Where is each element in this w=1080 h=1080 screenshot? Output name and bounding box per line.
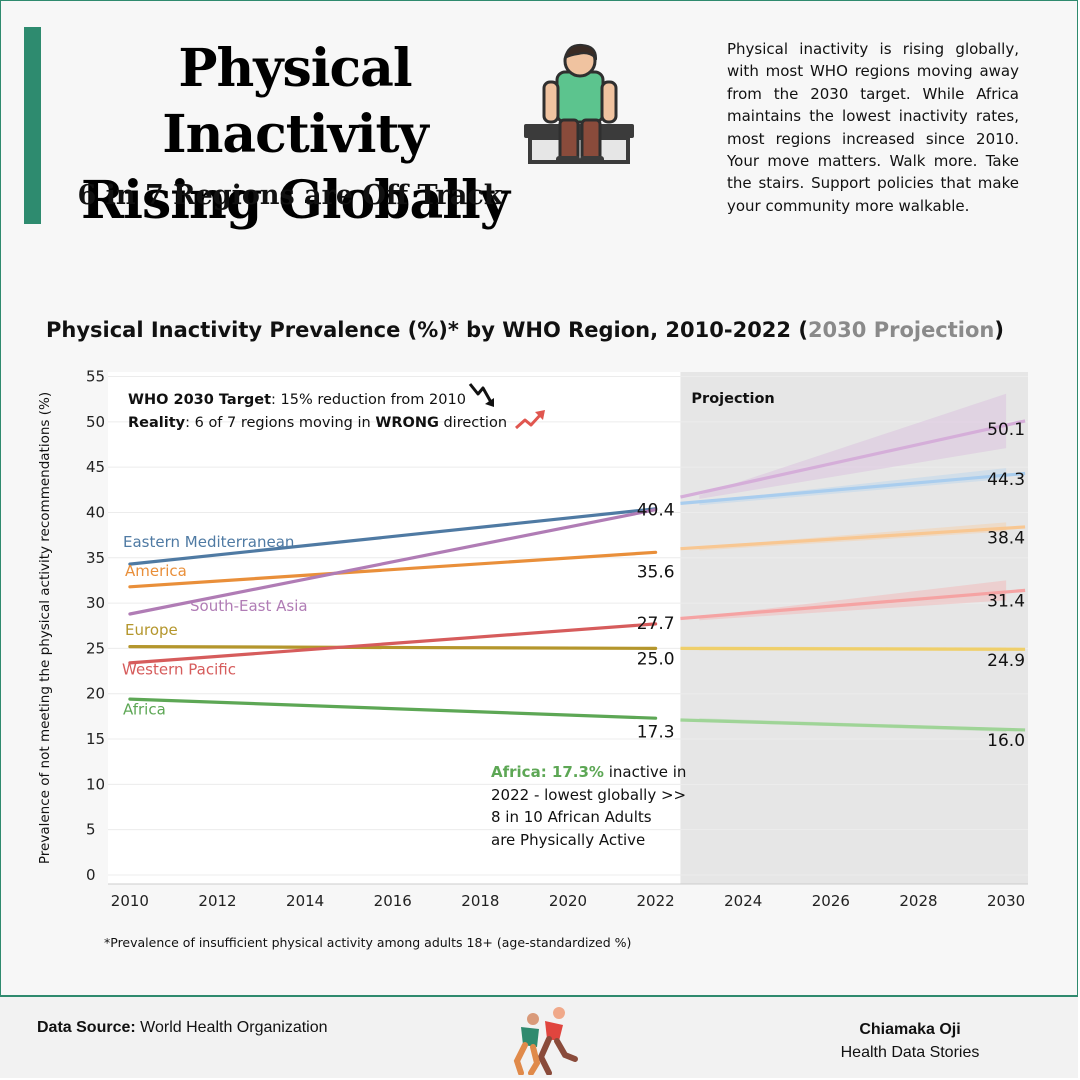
y-tick-label: 35: [86, 549, 105, 567]
y-tick-label: 40: [86, 503, 105, 521]
author-block: Chiamaka Oji Health Data Stories: [820, 1018, 1000, 1064]
x-tick-label: 2030: [987, 892, 1025, 910]
page-title: Physical Inactivity Rising Globally: [45, 36, 545, 234]
footer-divider: [0, 995, 1078, 997]
trend-down-icon: [468, 383, 494, 405]
series-label-europe: Europe: [125, 621, 178, 639]
x-tick-label: 2022: [637, 892, 675, 910]
author-org: Health Data Stories: [840, 1044, 980, 1061]
x-tick-label: 2010: [111, 892, 149, 910]
value-label-2022-western-pacific: 27.7: [637, 614, 675, 634]
value-label-2022-europe: 25.0: [637, 649, 675, 669]
value-label-2030-eastern-mediterranean: 44.3: [987, 470, 1025, 490]
annotation-target: WHO 2030 Target: 15% reduction from 2010: [128, 383, 494, 408]
series-label-africa: Africa: [123, 701, 166, 719]
value-label-2030-africa: 16.0: [987, 731, 1025, 751]
source-label: Data Source:: [37, 1019, 136, 1036]
y-tick-label: 15: [86, 730, 105, 748]
value-label-2030-europe: 24.9: [987, 651, 1025, 671]
y-tick-label: 5: [86, 821, 96, 839]
reality-wrong: WRONG: [375, 415, 439, 431]
projection-line-america: [680, 525, 1026, 551]
y-tick-label: 45: [86, 458, 105, 476]
target-rest: : 15% reduction from 2010: [271, 392, 466, 408]
y-tick-label: 25: [86, 639, 105, 657]
x-tick-label: 2026: [812, 892, 850, 910]
data-source: Data Source: World Health Organization: [37, 1019, 328, 1037]
series-line-western-pacific: [128, 622, 658, 665]
series-line-europe: [128, 645, 658, 650]
series-label-eastern-mediterranean: Eastern Mediterranean: [123, 533, 294, 551]
africa-l4: are Physically Active: [491, 831, 645, 849]
africa-bold: Africa: 17.3%: [491, 763, 604, 781]
value-label-2022-africa: 17.3: [637, 723, 675, 743]
africa-l3: 8 in 10 African Adults: [491, 808, 652, 826]
target-bold: WHO 2030 Target: [128, 392, 271, 408]
reality-mid: : 6 of 7 regions moving in: [185, 415, 375, 431]
x-tick-label: 2014: [286, 892, 324, 910]
chart-title-main: Physical Inactivity Prevalence (%)* by W…: [46, 318, 808, 342]
series-line-america: [128, 550, 658, 589]
projection-line-south-east-asia: [680, 419, 1026, 499]
person-sitting-icon: [524, 43, 634, 164]
annotation-africa: Africa: 17.3% inactive in 2022 - lowest …: [491, 763, 686, 849]
projection-line-europe: [680, 646, 1026, 651]
x-tick-label: 2016: [374, 892, 412, 910]
footnote: *Prevalence of insufficient physical act…: [104, 935, 632, 950]
title-line-2: Rising Globally: [81, 170, 510, 231]
africa-l1: inactive in: [604, 763, 686, 781]
value-label-2030-america: 38.4: [987, 529, 1025, 549]
y-axis-label: Prevalence of not meeting the physical a…: [37, 392, 53, 864]
y-tick-label: 50: [86, 413, 105, 431]
value-label-2030-south-east-asia: 50.1: [987, 420, 1025, 440]
projection-line-eastern-mediterranean: [680, 471, 1026, 505]
series-label-america: America: [125, 562, 187, 580]
chart-title-close: ): [994, 318, 1004, 342]
page-subtitle: 6 in 7 Regions are Off Track: [77, 180, 503, 211]
projection-label: Projection: [691, 391, 774, 407]
y-tick-label: 0: [86, 866, 96, 884]
series-line-africa: [128, 697, 658, 720]
svg-text:WHO 2030 Target: 15% reduction: WHO 2030 Target: 15% reduction from 2010: [128, 392, 466, 408]
value-label-2022-eastern-mediterranean: 40.4: [637, 501, 675, 521]
series-label-south-east-asia: South-East Asia: [190, 597, 308, 615]
series-line-south-east-asia: [128, 508, 658, 616]
x-tick-label: 2012: [198, 892, 236, 910]
chart-title: Physical Inactivity Prevalence (%)* by W…: [0, 318, 1050, 342]
title-accent-bar: [24, 27, 41, 224]
value-label-2030-western-pacific: 31.4: [987, 591, 1025, 611]
projection-line-africa: [680, 718, 1026, 732]
africa-l2: 2022 - lowest globally >>: [491, 786, 686, 804]
x-tick-label: 2020: [549, 892, 587, 910]
reality-bold: Reality: [128, 415, 186, 431]
series-line-eastern-mediterranean: [128, 507, 658, 566]
x-tick-label: 2028: [899, 892, 937, 910]
svg-text:Africa: 17.3% inactive in: Africa: 17.3% inactive in: [491, 763, 686, 781]
y-tick-label: 55: [86, 368, 105, 386]
trend-up-icon: [515, 411, 544, 430]
projection-line-western-pacific: [680, 588, 1026, 621]
y-tick-label: 30: [86, 594, 105, 612]
value-label-2022-america: 35.6: [637, 562, 675, 582]
chart-title-projection: 2030 Projection: [807, 318, 995, 342]
series-label-western-pacific: Western Pacific: [122, 661, 236, 679]
source-value: World Health Organization: [140, 1019, 328, 1036]
author-name: Chiamaka Oji: [859, 1021, 961, 1038]
svg-text:Reality: 6 of 7 regions moving: Reality: 6 of 7 regions moving in WRONG …: [128, 415, 507, 431]
x-tick-label: 2024: [724, 892, 762, 910]
reality-end: direction: [439, 415, 507, 431]
y-tick-label: 10: [86, 775, 105, 793]
runners-icon: [513, 1007, 578, 1075]
projection-band-south-east-asia: [699, 393, 1007, 499]
title-line-1: Physical Inactivity: [162, 38, 428, 165]
x-tick-label: 2018: [461, 892, 499, 910]
intro-paragraph: Physical inactivity is rising globally, …: [727, 40, 1019, 215]
line-chart: Projection 0 5 10 15 20 25 30 35 40 45 50 55 2010 201…: [37, 368, 1028, 910]
y-tick-label: 20: [86, 685, 105, 703]
annotation-reality: Reality: 6 of 7 regions moving in WRONG …: [128, 410, 545, 431]
